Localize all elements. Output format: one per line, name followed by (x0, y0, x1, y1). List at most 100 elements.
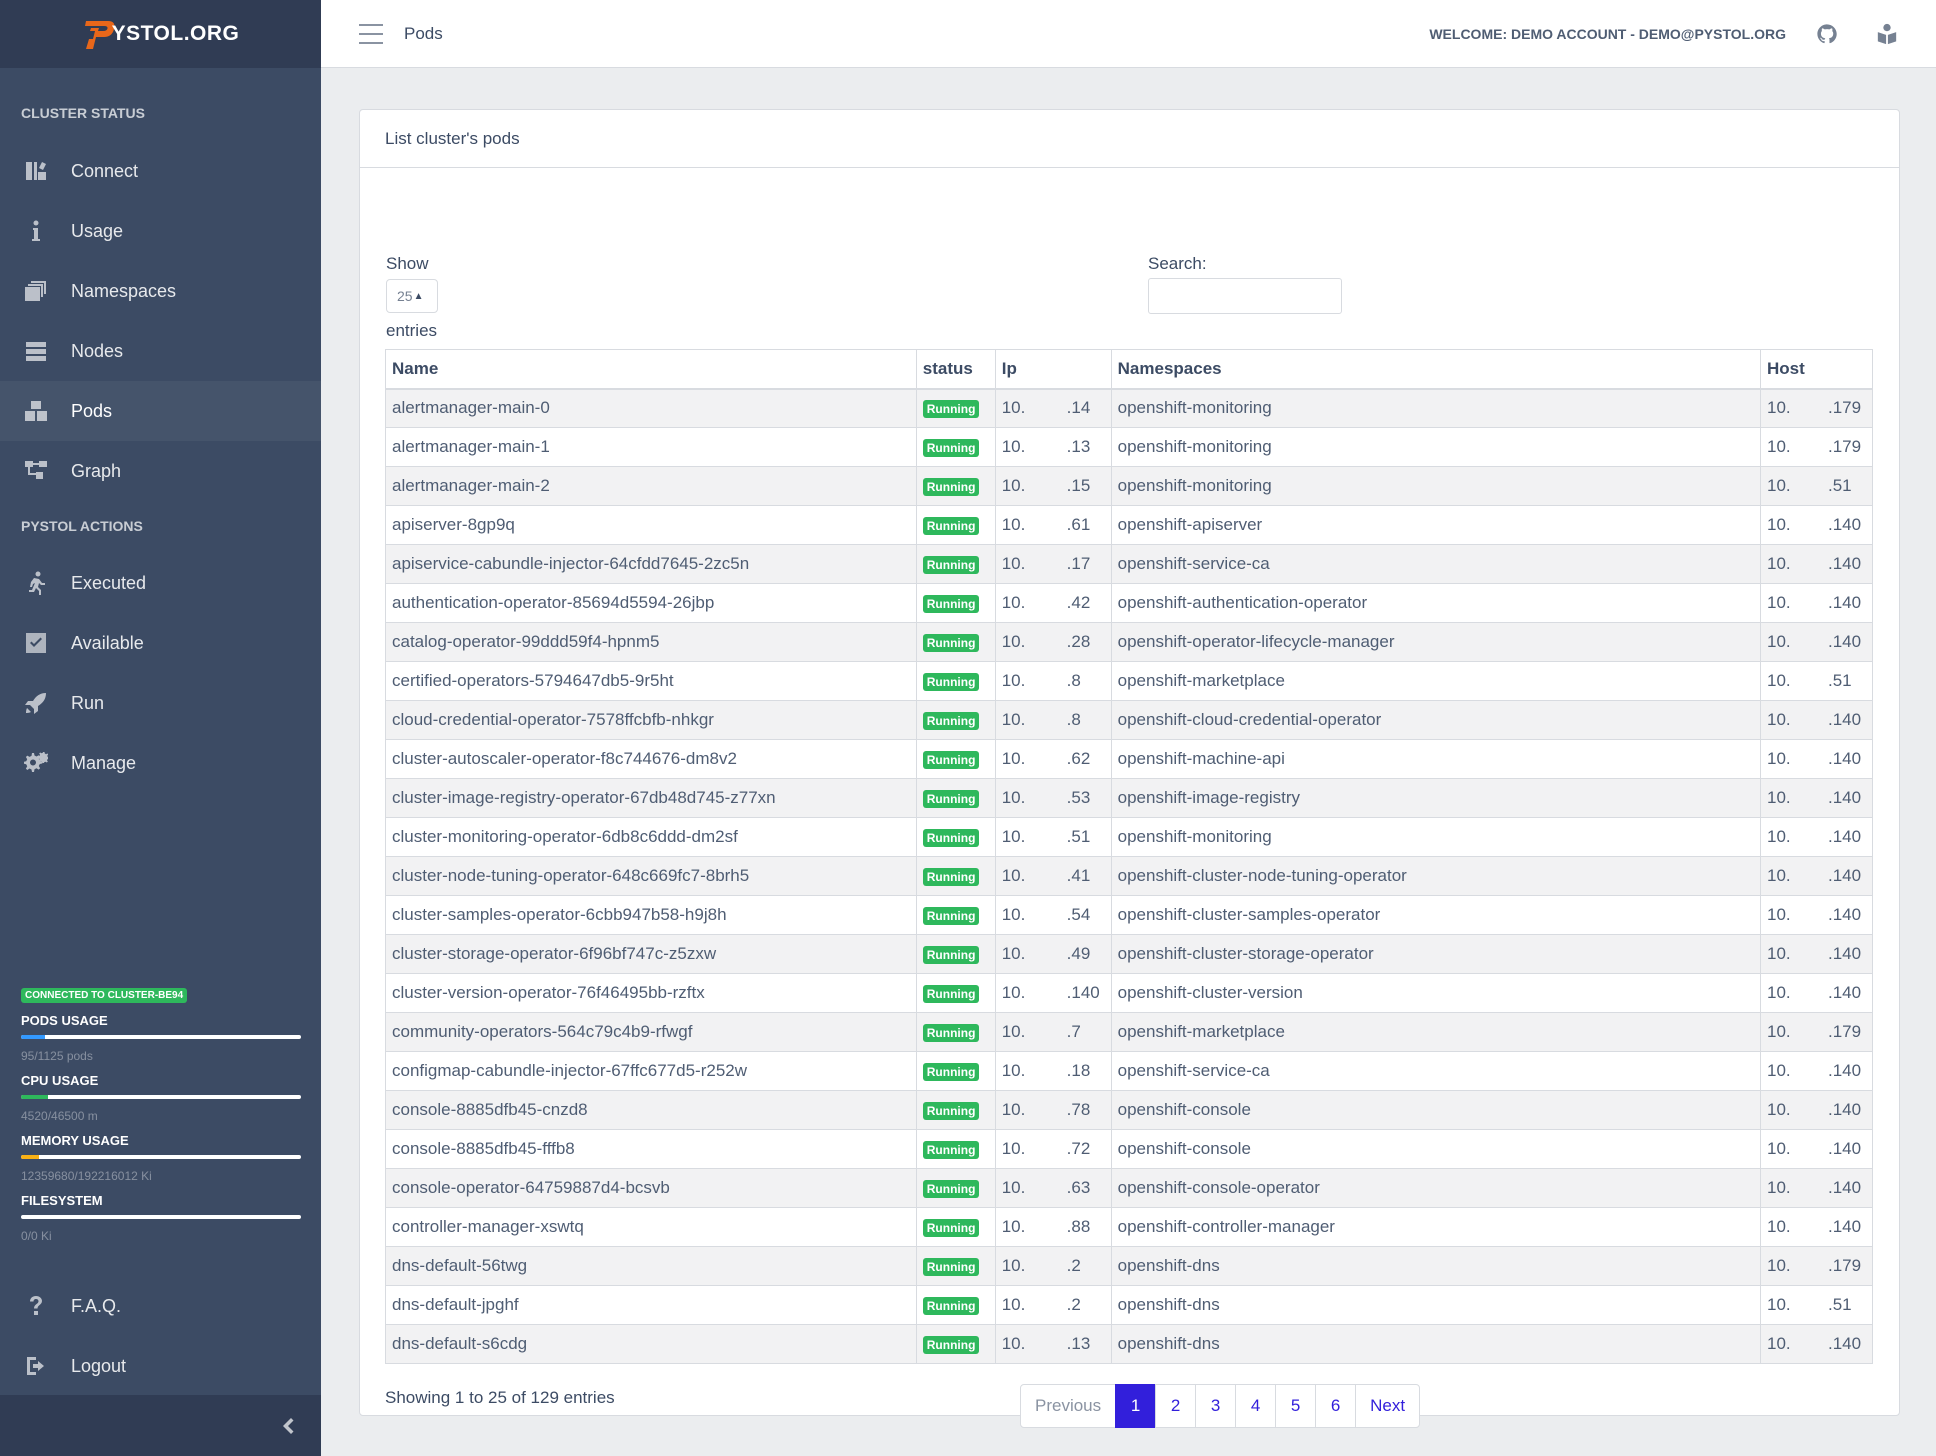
pod-name: apiserver-8gp9q (385, 505, 917, 545)
pod-ip-cell: 10. .63 (994, 1168, 1112, 1208)
pod-host-suffix: .140 (1828, 632, 1862, 651)
pod-name: dns-default-jpghf (385, 1285, 917, 1325)
pod-ip-cell: 10. .2 (994, 1285, 1112, 1325)
nav-item-usage[interactable]: Usage (0, 201, 321, 261)
column-header-namespaces[interactable]: Namespaces (1110, 349, 1762, 390)
table-row: dns-default-s6cdg Running 10. .13 openshift-… (385, 1324, 1873, 1364)
pod-host-suffix: .179 (1828, 1256, 1862, 1275)
usage-text: 4520/46500 m (21, 1109, 98, 1123)
nav-item-connect[interactable]: Connect (0, 141, 321, 201)
nav-item-logout[interactable]: Logout (0, 1336, 321, 1396)
status-badge: Running (922, 985, 980, 1003)
pod-ip-prefix: 10. (1001, 749, 1026, 768)
sidebar-brand[interactable]: YSTOL.ORG (0, 0, 321, 68)
status-badge: Running (922, 1024, 980, 1042)
card-title: List cluster's pods (360, 110, 1899, 168)
pod-host-prefix: 10. (1767, 827, 1791, 846)
pod-host-suffix: .140 (1828, 515, 1862, 534)
pod-ip-suffix: .7 (1066, 1022, 1081, 1041)
pod-status-cell: Running (915, 661, 996, 701)
table-row: community-operators-564c79c4b9-rfwgf Runn… (385, 1012, 1873, 1052)
table-row: authentication-operator-85694d5594-26jbp… (385, 583, 1873, 623)
status-badge: Running (922, 517, 980, 535)
pod-name: apiservice-cabundle-injector-64cfdd7645-… (385, 544, 917, 584)
pod-ip-prefix: 10. (1001, 1178, 1026, 1197)
nav-item-available[interactable]: Available (0, 613, 321, 673)
check-square-icon (23, 630, 49, 656)
pod-ip-cell: 10. .49 (994, 934, 1112, 974)
pod-host-prefix: 10. (1767, 1178, 1791, 1197)
column-header-status[interactable]: status (915, 349, 996, 390)
pagination-page-6[interactable]: 6 (1315, 1384, 1357, 1428)
pod-ip-prefix: 10. (1001, 1334, 1026, 1353)
page-title: Pods (404, 23, 443, 43)
pagination-next[interactable]: Next (1355, 1384, 1421, 1428)
pagination-page-2[interactable]: 2 (1155, 1384, 1197, 1428)
column-header-ip[interactable]: Ip (994, 349, 1112, 390)
pod-host-prefix: 10. (1767, 866, 1791, 885)
github-icon[interactable] (1816, 23, 1838, 45)
table-row: configmap-cabundle-injector-67ffc677d5-r… (385, 1051, 1873, 1091)
nav-item-nodes[interactable]: Nodes (0, 321, 321, 381)
pagination-page-1[interactable]: 1 (1115, 1384, 1157, 1428)
pagination-page-4[interactable]: 4 (1235, 1384, 1277, 1428)
book-reader-icon[interactable] (1876, 23, 1898, 45)
pod-host-prefix: 10. (1767, 749, 1791, 768)
hamburger-menu-icon[interactable] (359, 23, 383, 44)
usage-item: CPU USAGE 4520/46500 m (21, 1073, 301, 1123)
pod-namespace: openshift-cloud-credential-operator (1110, 700, 1762, 740)
pod-namespace: openshift-cluster-samples-operator (1110, 895, 1762, 935)
search-input[interactable] (1148, 278, 1342, 314)
pod-namespace: openshift-image-registry (1110, 778, 1762, 818)
pod-ip-suffix: .13 (1066, 437, 1091, 456)
pod-ip-suffix: .51 (1066, 827, 1091, 846)
pod-ip-suffix: .140 (1066, 983, 1100, 1002)
pod-host-suffix: .140 (1828, 944, 1862, 963)
table-row: cluster-samples-operator-6cbb947b58-h9j8… (385, 895, 1873, 935)
pod-namespace: openshift-cluster-node-tuning-operator (1110, 856, 1762, 896)
nav-item-namespaces[interactable]: Namespaces (0, 261, 321, 321)
pod-status-cell: Running (915, 1129, 996, 1169)
pod-ip-prefix: 10. (1001, 1061, 1026, 1080)
pods-card: List cluster's pods Show 25 ▲︎ entries Se… (359, 109, 1900, 1428)
pod-status-cell: Running (915, 895, 996, 935)
running-icon (23, 570, 49, 596)
nav-item-manage[interactable]: Manage (0, 733, 321, 793)
pod-ip-prefix: 10. (1001, 1139, 1026, 1158)
rocket-icon (23, 690, 49, 716)
pagination-previous[interactable]: Previous (1020, 1384, 1117, 1428)
nav-item-graph[interactable]: Graph (0, 441, 321, 501)
pod-namespace: openshift-marketplace (1110, 661, 1762, 701)
pod-status-cell: Running (915, 817, 996, 857)
pod-host-suffix: .140 (1828, 905, 1862, 924)
pagination-page-3[interactable]: 3 (1195, 1384, 1237, 1428)
question-icon (23, 1293, 49, 1319)
pod-host-cell: 10. .179 (1760, 388, 1873, 428)
pod-host-suffix: .140 (1828, 554, 1862, 573)
nav-item-run[interactable]: Run (0, 673, 321, 733)
pod-host-suffix: .140 (1828, 1100, 1862, 1119)
pod-ip-suffix: .2 (1066, 1256, 1081, 1275)
pod-name: cluster-samples-operator-6cbb947b58-h9j8… (385, 895, 917, 935)
nav-item-label: Manage (71, 752, 137, 773)
sidebar-minimizer[interactable] (0, 1395, 321, 1456)
column-header-host[interactable]: Host (1760, 349, 1873, 390)
entries-per-page-select[interactable]: 25 ▲︎ (386, 279, 438, 313)
pod-host-cell: 10. .140 (1760, 1207, 1873, 1247)
column-header-name[interactable]: Name (385, 349, 917, 390)
pod-host-cell: 10. .179 (1760, 1246, 1873, 1286)
pod-name: alertmanager-main-1 (385, 427, 917, 467)
nav-item-f-a-q[interactable]: F.A.Q. (0, 1276, 321, 1336)
nav-item-label: Available (71, 632, 144, 653)
pod-ip-prefix: 10. (1001, 905, 1026, 924)
status-badge: Running (922, 673, 980, 691)
status-badge: Running (922, 1219, 980, 1237)
status-badge: Running (922, 1141, 980, 1159)
pod-host-suffix: .140 (1828, 1139, 1862, 1158)
nav-item-pods[interactable]: Pods (0, 381, 321, 441)
nav-item-executed[interactable]: Executed (0, 553, 321, 613)
pod-host-suffix: .140 (1828, 1178, 1862, 1197)
status-badge: Running (922, 1258, 980, 1276)
pod-ip-suffix: .54 (1066, 905, 1091, 924)
pagination-page-5[interactable]: 5 (1275, 1384, 1317, 1428)
